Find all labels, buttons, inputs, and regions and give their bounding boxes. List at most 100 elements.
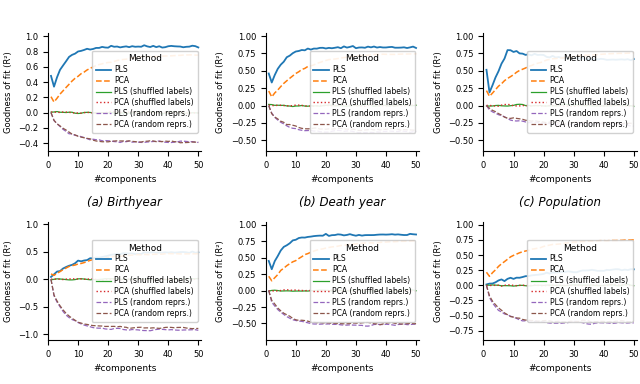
PCA — [373, 241, 381, 245]
PLS — [134, 252, 142, 256]
PLS (random reprs.) — [116, 326, 124, 331]
PCA (random reprs.) — [585, 121, 593, 125]
PCA — [555, 242, 563, 247]
PLS — [334, 232, 342, 237]
PCA — [301, 252, 308, 257]
PCA (random reprs.) — [108, 139, 115, 144]
PCA (random reprs.) — [630, 319, 637, 324]
PLS — [528, 273, 536, 278]
PLS (shuffled labels) — [573, 103, 580, 107]
PCA — [140, 54, 148, 59]
PCA (random reprs.) — [152, 326, 160, 330]
PLS (random reprs.) — [500, 312, 508, 316]
PCA — [313, 248, 321, 252]
PCA — [555, 56, 563, 60]
PCA (shuffled labels) — [509, 103, 517, 108]
PCA — [543, 58, 550, 62]
PLS (random reprs.) — [403, 129, 411, 134]
PLS (shuffled labels) — [373, 103, 381, 108]
PLS — [280, 245, 287, 249]
PLS — [168, 44, 175, 48]
PLS (random reprs.) — [558, 122, 566, 127]
PLS (shuffled labels) — [385, 104, 393, 108]
PLS — [119, 251, 127, 255]
PLS (random reprs.) — [504, 116, 511, 121]
PCA — [156, 252, 163, 257]
PLS (shuffled labels) — [265, 289, 273, 293]
Legend: PLS, PCA, PLS (shuffled labels), PCA (shuffled labels), PLS (random reprs.), PCA: PLS, PCA, PLS (shuffled labels), PCA (sh… — [527, 51, 633, 133]
PLS (random reprs.) — [513, 316, 520, 321]
PLS (random reprs.) — [89, 325, 97, 330]
PLS (shuffled labels) — [277, 289, 285, 293]
PLS (random reprs.) — [573, 122, 580, 127]
PLS — [104, 253, 112, 258]
PLS (random reprs.) — [265, 288, 273, 293]
PLS (shuffled labels) — [528, 104, 536, 108]
PCA (shuffled labels) — [334, 289, 342, 293]
PCA — [265, 89, 273, 93]
PCA (random reprs.) — [283, 313, 291, 317]
PCA (shuffled labels) — [500, 283, 508, 288]
PLS — [301, 48, 308, 53]
PLS (random reprs.) — [376, 322, 384, 327]
PLS — [558, 270, 566, 274]
PLS — [548, 53, 556, 58]
PCA — [292, 258, 300, 263]
PLS (random reprs.) — [152, 327, 160, 332]
PLS (random reprs.) — [80, 323, 88, 328]
PLS — [570, 270, 577, 275]
PLS (random reprs.) — [99, 139, 106, 143]
PLS — [131, 252, 139, 257]
PCA (random reprs.) — [412, 321, 420, 326]
PCA (shuffled labels) — [540, 104, 547, 108]
PCA (shuffled labels) — [618, 104, 626, 108]
PLS (random reprs.) — [576, 122, 584, 126]
PCA (shuffled labels) — [579, 284, 586, 288]
PLS (shuffled labels) — [104, 276, 112, 281]
PLS (random reprs.) — [388, 129, 396, 134]
Line: PLS (random reprs.): PLS (random reprs.) — [269, 291, 416, 326]
Y-axis label: Goodness of fit (R²): Goodness of fit (R²) — [4, 51, 13, 132]
PCA (shuffled labels) — [80, 110, 88, 115]
PLS — [108, 253, 115, 257]
PCA — [621, 238, 628, 242]
PCA — [492, 87, 499, 92]
PLS — [161, 250, 169, 255]
PLS (random reprs.) — [65, 131, 73, 136]
PLS (random reprs.) — [74, 320, 82, 325]
PLS (shuffled labels) — [161, 277, 169, 282]
PCA — [486, 94, 493, 99]
PLS (random reprs.) — [186, 139, 193, 144]
PLS (random reprs.) — [161, 327, 169, 332]
PLS — [143, 44, 151, 49]
PCA (random reprs.) — [489, 108, 497, 113]
PLS — [140, 250, 148, 255]
PCA (random reprs.) — [80, 136, 88, 140]
PLS — [325, 46, 333, 50]
PCA (shuffled labels) — [95, 278, 103, 282]
PLS (random reprs.) — [147, 328, 154, 333]
PCA (shuffled labels) — [147, 278, 154, 283]
PCA (shuffled labels) — [531, 103, 538, 108]
PLS — [504, 48, 511, 53]
PLS (random reprs.) — [143, 328, 151, 333]
PCA (shuffled labels) — [331, 103, 339, 108]
PLS (shuffled labels) — [358, 288, 366, 293]
PCA (shuffled labels) — [525, 104, 532, 108]
PCA (random reprs.) — [53, 121, 61, 126]
PCA (shuffled labels) — [71, 277, 79, 281]
PCA — [528, 63, 536, 68]
PCA — [546, 57, 554, 62]
PLS (shuffled labels) — [391, 104, 399, 108]
PLS — [80, 48, 88, 52]
PCA — [337, 56, 345, 60]
PCA (random reprs.) — [585, 318, 593, 323]
PCA — [186, 53, 193, 57]
PCA (shuffled labels) — [274, 289, 282, 293]
PLS (random reprs.) — [576, 320, 584, 324]
PLS (random reprs.) — [325, 130, 333, 134]
PCA (shuffled labels) — [110, 277, 118, 281]
PLS (random reprs.) — [373, 130, 381, 134]
PLS (random reprs.) — [286, 125, 294, 130]
PLS (random reprs.) — [391, 129, 399, 134]
